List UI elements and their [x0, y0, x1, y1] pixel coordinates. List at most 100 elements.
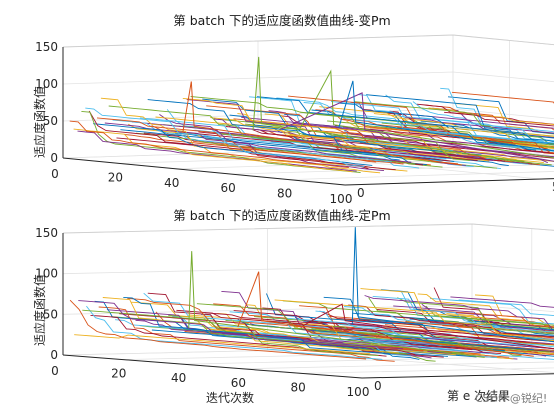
z-tick-label: 50	[43, 307, 58, 321]
x-tick-label: 20	[108, 170, 123, 184]
series-line	[73, 128, 353, 173]
x-tick-label: 0	[51, 364, 59, 378]
series-line	[82, 309, 379, 357]
series-line	[397, 297, 554, 330]
x-tick-label: 60	[231, 376, 246, 390]
x-tick-label: 0	[51, 167, 59, 181]
series-line	[364, 295, 554, 331]
series-line	[108, 105, 388, 157]
y-axis-line	[344, 178, 554, 186]
grid-line	[232, 163, 554, 175]
series-line	[420, 120, 554, 139]
z-tick-label: 0	[50, 348, 58, 362]
series-line	[315, 310, 554, 348]
series-line	[77, 130, 357, 172]
series-line	[182, 97, 463, 154]
x-tick-label: 80	[277, 187, 292, 201]
series-line	[166, 109, 447, 160]
series-line	[421, 303, 554, 335]
series-line	[205, 312, 502, 355]
series-line	[433, 287, 554, 328]
series-line	[425, 305, 554, 331]
series-line	[444, 111, 554, 125]
spike-series-line	[182, 81, 463, 166]
grid-line	[242, 361, 554, 370]
y-tick-label: 0	[357, 186, 365, 200]
series-group	[69, 227, 554, 362]
tick-labels: 020406080100050100050100150	[35, 40, 554, 206]
series-line	[206, 105, 486, 159]
series-line	[358, 94, 554, 144]
series-line	[254, 316, 551, 353]
top-chart-title: 第 batch 下的适应度函数值曲线-变Pm	[173, 13, 390, 28]
series-line	[346, 120, 554, 150]
series-line	[381, 122, 554, 146]
series-line	[384, 324, 554, 339]
series-line	[470, 316, 554, 328]
series-line	[327, 315, 554, 346]
series-line	[413, 308, 554, 328]
series-line	[159, 114, 439, 158]
series-line	[412, 101, 554, 133]
x-tick-label: 100	[330, 192, 353, 206]
series-line	[451, 91, 554, 104]
series-line	[112, 119, 392, 163]
series-line	[132, 121, 412, 163]
y-tick-label: 50	[552, 180, 554, 194]
series-line	[405, 117, 554, 134]
bottom-xaxis-label: 迭代次数	[206, 390, 254, 405]
bottom-zaxis-label: 适应度函数值	[32, 274, 47, 346]
back-frame	[62, 34, 554, 48]
series-group	[69, 56, 554, 174]
x-tick-label: 100	[347, 385, 370, 399]
series-line	[348, 304, 554, 338]
z-tick-label: 0	[50, 151, 58, 165]
series-line	[69, 299, 367, 360]
series-line	[98, 306, 395, 362]
series-line	[424, 104, 554, 131]
z-tick-label: 150	[35, 226, 58, 240]
series-line	[352, 312, 554, 331]
x-tick-label: 60	[221, 181, 236, 195]
series-line	[429, 297, 554, 325]
top-zaxis-label: 适应度函数值	[32, 86, 47, 158]
spike-series-line	[280, 92, 554, 162]
z-tick-label: 50	[43, 114, 58, 128]
series-line	[442, 325, 554, 339]
series-line	[344, 306, 554, 341]
x-tick-label: 80	[291, 380, 306, 394]
series-line	[69, 120, 349, 169]
series-line	[401, 117, 554, 137]
series-line	[241, 116, 521, 164]
spike-series-line	[299, 69, 554, 159]
top-subplot: 第 batch 下的适应度函数值曲线-变Pm 适应度函数值 0 20 40 60 80 1…	[32, 13, 554, 206]
series-line	[282, 300, 554, 326]
z-tick-label: 100	[35, 267, 58, 281]
spike-series-line	[188, 251, 485, 358]
series-line	[417, 293, 554, 328]
series-line	[454, 316, 554, 329]
series-line	[458, 299, 554, 316]
tick-labels: 020406080100050100050100150	[35, 226, 382, 399]
grid-line	[62, 264, 554, 275]
x-tick-label: 40	[164, 176, 179, 190]
series-line	[450, 296, 554, 308]
bottom-yaxis-label: 第 e 次结果	[447, 389, 510, 403]
series-line	[85, 107, 365, 168]
x-axis-line	[62, 157, 346, 186]
x-tick-label: 20	[111, 367, 126, 381]
series-line	[319, 310, 554, 342]
series-line	[147, 99, 427, 166]
series-line	[225, 126, 505, 162]
spike-series-line	[302, 303, 554, 350]
spike-series-line	[237, 271, 534, 357]
grid-line	[302, 367, 554, 374]
series-line	[74, 334, 371, 355]
y-axis-line	[361, 373, 554, 379]
series-line	[366, 94, 554, 145]
series-line	[393, 305, 554, 332]
series-line	[120, 129, 400, 161]
series-line	[330, 101, 554, 152]
series-line	[213, 118, 494, 162]
